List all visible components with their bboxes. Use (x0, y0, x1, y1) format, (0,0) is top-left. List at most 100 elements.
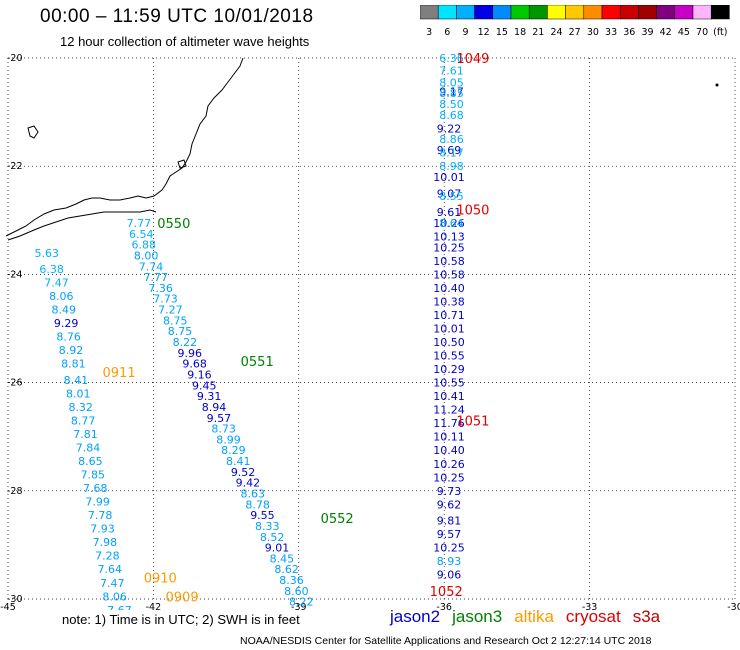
swh-value: 8.75 (163, 314, 188, 327)
swh-value: 10.41 (433, 390, 465, 403)
swh-value: 9.69 (437, 144, 462, 157)
swh-value: 9.52 (231, 466, 256, 479)
swh-value: 10.29 (433, 363, 465, 376)
swh-value: 7.74 (139, 260, 164, 273)
lat-tick-label: -26 (7, 378, 23, 389)
swh-value: 8.78 (245, 498, 270, 511)
swh-value: 8.49 (51, 304, 76, 317)
colorbar-tick-label: 30 (587, 27, 599, 38)
swh-value: 10.55 (433, 377, 465, 390)
swh-value: 8.41 (226, 455, 251, 468)
colorbar-tick-label: 27 (569, 27, 581, 38)
swh-value: 11.24 (433, 404, 465, 417)
swh-value: 7.93 (90, 523, 115, 536)
color-scale-legend: 3 6 9 12 15 18 21 24 27 30 33 36 39 42 45 70 (ft) (420, 5, 730, 38)
swh-value: 9.42 (236, 477, 261, 490)
swh-value: 10.55 (433, 350, 465, 363)
swh-value: 8.76 (56, 331, 81, 344)
colorbar-tick-label: 6 (444, 27, 450, 38)
lat-tick-label: -22 (7, 161, 23, 172)
satellite-legend: jason2 jason3 altika cryosat s3a (390, 607, 672, 627)
swh-value: 7.28 (95, 550, 120, 563)
lon-tick-label: -39 (291, 602, 307, 610)
colorbar-tick-label: 70 (696, 27, 708, 38)
page-title: 00:00 – 11:59 UTC 10/01/2018 (40, 6, 314, 27)
pass-label: 0909 (166, 590, 199, 605)
swh-value: 9.61 (437, 206, 462, 219)
swh-value: 8.45 (270, 552, 295, 565)
coastline (5, 57, 719, 241)
swh-value: 8.99 (216, 433, 241, 446)
swh-value: 8.63 (241, 488, 266, 501)
colorbar-tick-label: 3 (426, 27, 432, 38)
swh-value: 7.81 (73, 428, 98, 441)
swh-value: 9.16 (187, 368, 212, 381)
swh-value: 7.98 (93, 536, 118, 549)
island-outline (177, 159, 187, 169)
swh-value: 7.77 (127, 217, 152, 230)
swh-value: 8.52 (260, 531, 285, 544)
lon-tick-label: -33 (582, 602, 598, 610)
wave-height-map: -45 -42 -39 -36 -33 -30 -20 -22 -24 -26 -28 -30 9.1… (0, 52, 740, 610)
swh-value: 9.57 (207, 412, 232, 425)
island-dot (715, 83, 719, 87)
swh-value: 8.86 (439, 133, 464, 146)
island-outline (27, 125, 39, 139)
swh-value: 8.00 (134, 249, 159, 262)
swh-value: 7.67 (107, 604, 132, 610)
swh-value: 6.54 (129, 228, 154, 241)
colorbar-tick-label: 42 (660, 27, 672, 38)
swh-value: 8.01 (66, 387, 91, 400)
lon-tick-label: -30 (727, 602, 740, 610)
swh-value: 8.94 (202, 401, 227, 414)
swh-value: 10.58 (433, 255, 465, 268)
map-grid (7, 57, 736, 600)
swh-value: 8.73 (211, 423, 236, 436)
pass-label: 1050 (456, 203, 489, 218)
units-note: note: 1) Time is in UTC; 2) SWH is in fe… (62, 612, 300, 627)
colorbar-tick-label: 9 (462, 27, 468, 38)
swh-value: 7.84 (76, 442, 101, 455)
swh-value: 9.31 (197, 390, 222, 403)
pass-label: 0910 (144, 571, 177, 586)
swh-value: 9.07 (437, 187, 462, 200)
swh-value: 7.85 (81, 469, 106, 482)
swh-value: 10.11 (433, 431, 465, 444)
swh-value: 7.61 (439, 64, 464, 77)
legend-item-cryosat: cryosat (565, 607, 621, 626)
pass-labels: 1049 1050 1051 1052 0550 0551 0552 0911 0910 0909 (103, 52, 490, 605)
swh-value: 7.78 (88, 509, 113, 522)
pass-label: 1049 (456, 52, 489, 67)
swh-value: 10.40 (433, 282, 465, 295)
swh-value: 8.06 (49, 290, 74, 303)
swh-value: 9.17 (439, 86, 464, 99)
legend-item-jason3: jason3 (452, 607, 503, 626)
swh-value: 8.36 (279, 574, 304, 587)
swh-value: 6.88 (131, 239, 156, 252)
swh-value: 10.50 (433, 336, 465, 349)
swh-value: 10.01 (433, 171, 465, 184)
swh-value: 8.17 (439, 147, 464, 160)
swh-value: 5.63 (35, 247, 60, 260)
legend-item-jason2: jason2 (390, 607, 441, 626)
colorbar-tick-label: 33 (605, 27, 617, 38)
swh-value: 8.77 (71, 414, 96, 427)
swh-value: 8.33 (255, 520, 280, 533)
swh-value: 10.25 (433, 241, 465, 254)
swh-value: 8.60 (284, 585, 309, 598)
swh-value: 10.26 (433, 217, 465, 230)
colorbar-tick-label: 12 (478, 27, 490, 38)
swh-value: 8.05 (439, 76, 464, 89)
page-subtitle: 12 hour collection of altimeter wave hei… (60, 34, 310, 49)
swh-value: 8.22 (173, 336, 198, 349)
swh-value: 10.26 (433, 458, 465, 471)
swh-value: 7.64 (98, 563, 123, 576)
swh-value: 11.76 (433, 417, 465, 430)
swh-value: 6.38 (39, 263, 64, 276)
swh-value: 8.41 (64, 374, 89, 387)
swh-value: 9.29 (54, 317, 79, 330)
swh-value: 8.64 (439, 217, 464, 230)
swh-value: 8.85 (439, 87, 464, 100)
swh-value: 8.68 (439, 109, 464, 122)
pass-label: 1051 (456, 414, 489, 429)
